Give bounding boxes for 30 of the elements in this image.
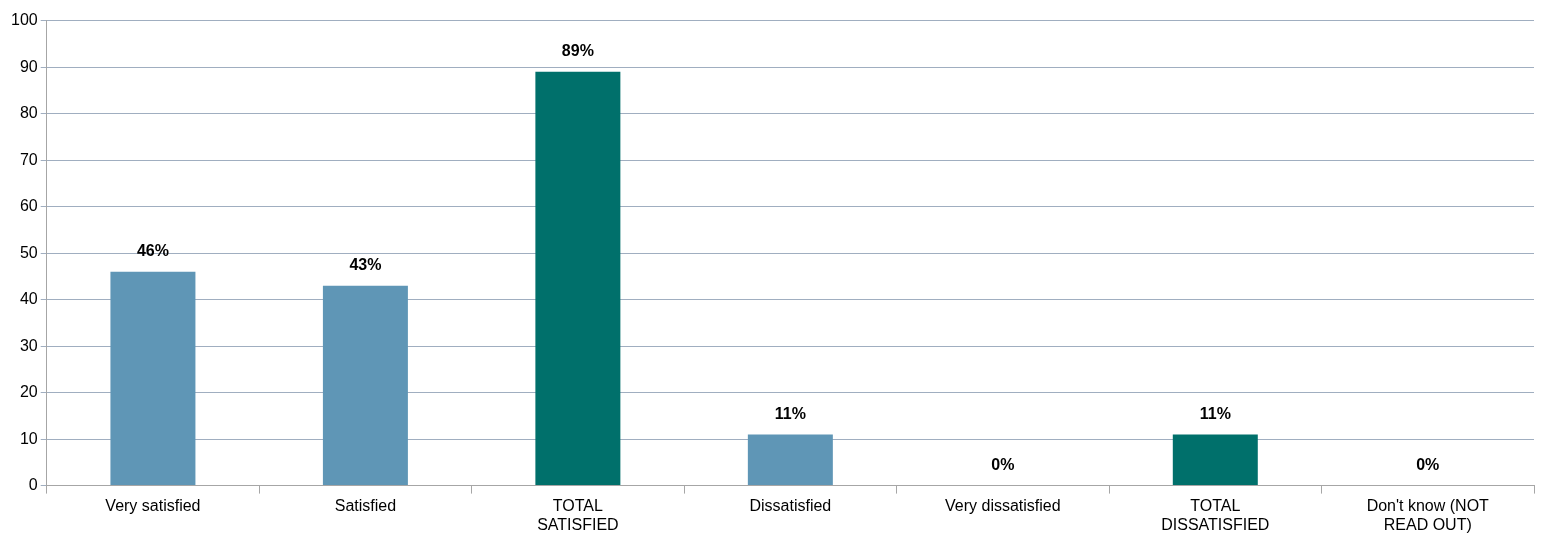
y-tick-label: 90 (19, 57, 38, 75)
y-tick-label: 0 (28, 476, 38, 494)
y-tick-label: 100 (10, 11, 38, 29)
bar (110, 271, 196, 486)
data-label: 89% (561, 42, 594, 60)
bar (322, 285, 408, 486)
y-tick-label: 50 (19, 243, 38, 261)
x-tick-label: Satisfied (334, 496, 397, 514)
data-label: 0% (991, 456, 1015, 474)
x-tick-label: Very dissatisfied (945, 496, 1061, 514)
x-tick-label: Dissatisfied (749, 496, 832, 514)
data-label: 11% (774, 404, 806, 422)
y-tick-label: 40 (19, 290, 38, 308)
bar (1172, 434, 1258, 486)
x-tick-label: TOTAL SATISFIED (537, 496, 619, 533)
y-tick-label: 70 (19, 150, 38, 168)
data-label: 46% (136, 242, 169, 260)
bar (747, 434, 833, 486)
x-tick-label: TOTAL DISSATISFIED (1161, 496, 1270, 533)
data-label: 0% (1416, 456, 1440, 474)
data-label: 11% (1199, 404, 1231, 422)
x-tick-label: Very satisfied (105, 496, 201, 514)
bar (535, 71, 621, 486)
x-tick-label: Don't know (NOT READ OUT) (1366, 496, 1490, 533)
y-tick-label: 60 (19, 197, 38, 215)
data-label: 43% (349, 256, 382, 274)
y-tick-label: 80 (19, 104, 38, 122)
y-tick-label: 10 (19, 429, 38, 447)
y-tick-label: 20 (19, 383, 38, 401)
y-tick-label: 30 (19, 336, 38, 354)
